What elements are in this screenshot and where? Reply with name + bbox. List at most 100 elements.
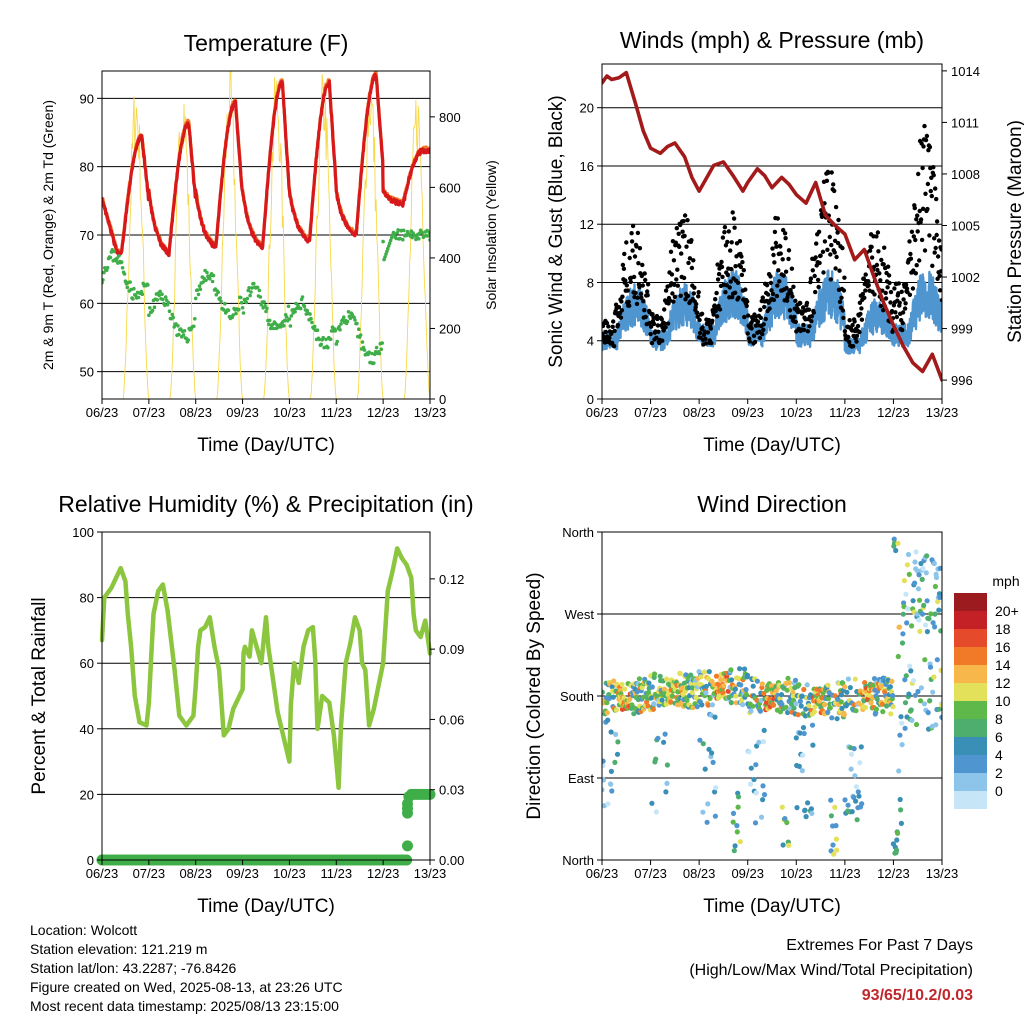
gust-point [857, 300, 863, 305]
direction-point [803, 814, 809, 820]
gust-point [620, 262, 626, 268]
gust-point [761, 327, 766, 332]
direction-point [857, 760, 863, 766]
gust-point [775, 283, 780, 288]
gust-point [725, 272, 730, 278]
direction-point [659, 697, 665, 703]
dewpoint-point [136, 295, 141, 300]
gust-point [626, 299, 631, 305]
direction-point [793, 701, 799, 707]
gust-point [722, 225, 728, 230]
gust-point [939, 298, 942, 303]
gust-point [736, 295, 741, 300]
gust-point [673, 240, 678, 245]
gust-point [659, 316, 664, 322]
extremes-heading: Extremes For Past 7 Days [786, 937, 973, 954]
legend-swatch [954, 683, 987, 701]
gust-point [772, 229, 778, 235]
dewpoint-point [362, 348, 367, 352]
gust-point [634, 244, 639, 249]
direction-point [851, 746, 857, 752]
gust-point [700, 325, 705, 330]
dewpoint-point [214, 293, 219, 297]
dewpoint-point [357, 327, 361, 332]
speed-legend: mph 0 2 4 6 8 10 12 14 16 18 20+ [954, 573, 1020, 809]
direction-point [908, 707, 914, 713]
gust-point [738, 264, 744, 270]
gust-point [882, 245, 887, 250]
dewpoint-point [108, 255, 113, 260]
dewpoint-point [192, 324, 196, 329]
gust-point [660, 338, 665, 343]
direction-point [900, 631, 906, 637]
legend-swatch [954, 791, 987, 809]
gust-point [840, 308, 846, 313]
dewpoint-point [358, 333, 363, 337]
direction-point [608, 729, 614, 735]
direction-point [712, 813, 719, 819]
dewpoint-point [264, 309, 268, 314]
direction-point [924, 553, 930, 559]
direction-point [899, 640, 906, 646]
direction-point [751, 776, 757, 783]
gust-point [760, 295, 765, 300]
direction-point [622, 686, 628, 692]
gust-point [904, 286, 910, 291]
gust-point [607, 335, 612, 340]
gust-point [928, 188, 933, 194]
direction-point [924, 629, 931, 635]
direction-point [743, 687, 749, 693]
dewpoint-point [211, 273, 216, 278]
direction-point [833, 823, 839, 829]
direction-point [906, 691, 912, 697]
gust-point [927, 144, 933, 150]
y-tick-label: 16 [580, 159, 594, 174]
direction-point [757, 708, 764, 714]
gust-point [807, 324, 812, 329]
direction-point [746, 749, 752, 755]
gust-point [671, 299, 676, 304]
dewpoint-point [267, 318, 272, 323]
gust-point [770, 291, 776, 297]
gust-point [714, 290, 719, 296]
x-tick-label: 07/23 [133, 405, 166, 420]
gust-point [847, 318, 852, 323]
gust-point [743, 287, 748, 292]
dewpoint-point [271, 326, 276, 331]
dewpoint-point [239, 300, 244, 305]
legend-swatch [954, 737, 987, 755]
direction-point [737, 839, 743, 845]
direction-point [779, 804, 785, 810]
gust-point [768, 280, 774, 286]
gust-point [692, 285, 697, 290]
dewpoint-point [167, 309, 172, 314]
direction-point [728, 667, 734, 673]
gust-point [874, 234, 879, 239]
gust-point [850, 344, 856, 349]
legend-label: 12 [995, 675, 1011, 691]
gust-point [885, 264, 891, 269]
y-tick-label: 0 [587, 392, 594, 407]
dewpoint-point [270, 322, 275, 327]
gust-point [612, 328, 617, 334]
dewpoint-point [279, 325, 283, 329]
gust-point [603, 329, 609, 335]
direction-point [915, 688, 921, 695]
dewpoint-point [262, 300, 266, 304]
dewpoint-point [195, 288, 200, 292]
direction-point [750, 683, 756, 689]
gust-point [636, 261, 641, 266]
gust-point [832, 188, 837, 194]
direction-point [699, 702, 705, 708]
direction-point [711, 682, 717, 688]
gust-point [828, 252, 833, 257]
gust-point [920, 165, 925, 171]
gust-point [841, 315, 846, 321]
direction-point [653, 756, 659, 762]
dewpoint-point [288, 324, 293, 328]
gust-point [751, 333, 757, 338]
gust-point [758, 307, 763, 312]
x-tick-label: 11/23 [829, 405, 861, 420]
y-axis-label: 2m & 9m T (Red, Orange) & 2m Td (Green) [40, 100, 56, 370]
plot-area [96, 546, 436, 866]
